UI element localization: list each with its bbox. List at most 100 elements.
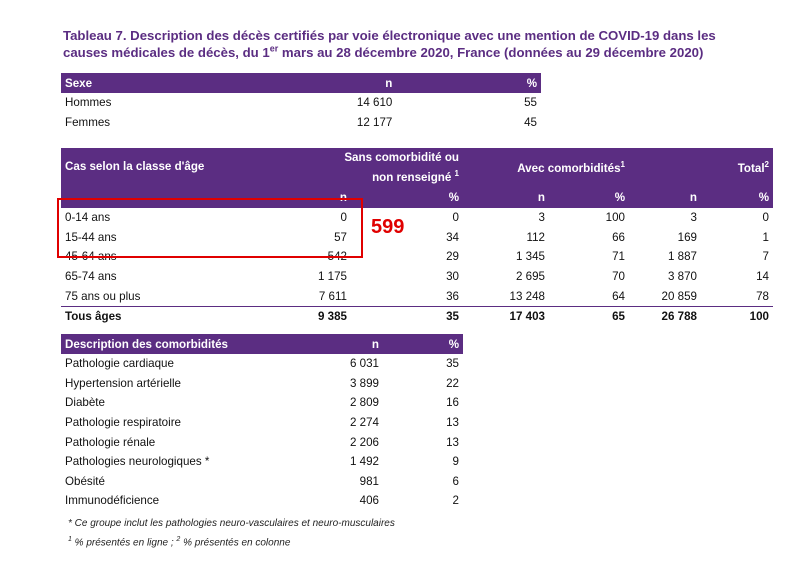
row-n: 12 177 bbox=[356, 115, 393, 129]
age-header-row: Cas selon la classe d'âge Sans comorbidi… bbox=[61, 148, 773, 188]
age-header-sans-comorbidite: Sans comorbidité ou non renseigné 1 bbox=[251, 148, 463, 188]
row-pct: 2 bbox=[452, 494, 459, 508]
row-cell: 34 bbox=[446, 230, 459, 244]
table-row: 65-74 ans 1 175 30 2 695 70 3 870 14 bbox=[61, 267, 773, 287]
row-label: Obésité bbox=[65, 474, 105, 488]
row-label: Pathologie cardiaque bbox=[65, 357, 174, 371]
row-cell: 9 385 bbox=[317, 310, 347, 324]
row-label: 65-74 ans bbox=[65, 269, 117, 283]
row-cell: 3 bbox=[690, 211, 697, 225]
row-pct: 9 bbox=[452, 455, 459, 469]
row-label: 15-44 ans bbox=[65, 230, 117, 244]
row-n: 981 bbox=[359, 474, 379, 488]
row-label: Pathologie respiratoire bbox=[65, 416, 182, 430]
subheader-n: n bbox=[463, 187, 549, 208]
row-n: 2 809 bbox=[349, 396, 379, 410]
subheader-pct: % bbox=[549, 187, 629, 208]
table-row: 0-14 ans 0 0 3 100 3 0 bbox=[61, 208, 773, 228]
row-n: 1 492 bbox=[349, 455, 379, 469]
sexe-table: Sexe n % Hommes 14 610 55 Femmes 12 177 … bbox=[61, 73, 541, 132]
table-row: Pathologies neurologiques * 1 492 9 bbox=[61, 452, 463, 472]
row-n: 14 610 bbox=[356, 96, 393, 110]
row-cell: 71 bbox=[612, 250, 625, 264]
age-subheader-row: n % n % n % bbox=[61, 187, 773, 208]
row-cell: 13 248 bbox=[463, 286, 549, 307]
row-n: 3 899 bbox=[349, 376, 379, 390]
row-cell: 2 695 bbox=[515, 269, 545, 283]
table-row: Diabète 2 809 16 bbox=[61, 393, 463, 413]
row-pct: 35 bbox=[446, 357, 459, 371]
row-label: Pathologie rénale bbox=[65, 435, 156, 449]
row-label: Diabète bbox=[65, 396, 105, 410]
comorbidites-header-pct: % bbox=[383, 334, 463, 354]
row-cell: 35 bbox=[446, 310, 459, 324]
row-n: 6 031 bbox=[349, 357, 379, 371]
comorbidites-header-n: n bbox=[251, 334, 383, 354]
row-cell: 14 bbox=[756, 269, 769, 283]
row-cell: 78 bbox=[701, 286, 773, 307]
row-cell: 29 bbox=[446, 250, 459, 264]
row-label: Hypertension artérielle bbox=[65, 376, 181, 390]
subheader-n: n bbox=[629, 187, 701, 208]
row-cell: 100 bbox=[749, 310, 769, 324]
age-header-avec-comorbidites: Avec comorbidités1 bbox=[463, 148, 629, 188]
row-cell: 64 bbox=[549, 286, 629, 307]
row-cell: 100 bbox=[605, 211, 625, 225]
sexe-header-row: Sexe n % bbox=[61, 73, 541, 93]
table-title: Tableau 7. Description des décès certifi… bbox=[63, 28, 716, 60]
row-label: Pathologies neurologiques * bbox=[65, 455, 210, 469]
row-cell: 70 bbox=[612, 269, 625, 283]
table-row: 15-44 ans 57 34 112 66 169 1 bbox=[61, 227, 773, 247]
table-row: Pathologie respiratoire 2 274 13 bbox=[61, 413, 463, 433]
row-cell: 36 bbox=[351, 286, 463, 307]
row-n: 2 274 bbox=[349, 416, 379, 430]
table-row: Femmes 12 177 45 bbox=[61, 113, 541, 133]
row-pct: 6 bbox=[452, 474, 459, 488]
table-row: Tous âges 9 385 35 17 403 65 26 788 100 bbox=[61, 306, 773, 326]
row-pct: 55 bbox=[524, 96, 537, 110]
row-pct: 45 bbox=[524, 115, 537, 129]
row-cell: 66 bbox=[612, 230, 625, 244]
comorbidites-header-label: Description des comorbidités bbox=[61, 334, 251, 354]
row-cell: 0 bbox=[452, 211, 459, 225]
row-n: 2 206 bbox=[349, 435, 379, 449]
row-cell: 30 bbox=[446, 269, 459, 283]
age-table: Cas selon la classe d'âge Sans comorbidi… bbox=[61, 148, 773, 326]
row-cell: 1 887 bbox=[667, 250, 697, 264]
footnote-2: 1 % présentés en ligne ; 2 % présentés e… bbox=[68, 536, 291, 549]
subheader-pct: % bbox=[351, 187, 463, 208]
subheader-n: n bbox=[251, 187, 351, 208]
row-cell: 112 bbox=[526, 230, 545, 244]
row-cell: 3 bbox=[538, 211, 545, 225]
table-row: Obésité 981 6 bbox=[61, 472, 463, 492]
row-cell: 7 bbox=[762, 250, 769, 264]
row-pct: 13 bbox=[446, 435, 459, 449]
age-table-body: 0-14 ans 0 0 3 100 3 0 15-44 ans 57 34 112 66 169 1 45… bbox=[61, 208, 773, 327]
comorbidites-table-body: Pathologie cardiaque 6 031 35 Hypertension … bbox=[61, 354, 463, 511]
comorbidites-header-row: Description des comorbidités n % bbox=[61, 334, 463, 354]
row-cell: 1 345 bbox=[515, 250, 545, 264]
row-pct: 22 bbox=[446, 376, 459, 390]
row-cell: 169 bbox=[677, 230, 697, 244]
row-cell: 26 788 bbox=[661, 310, 697, 324]
sexe-header-n: n bbox=[257, 73, 397, 93]
row-cell: 3 870 bbox=[667, 269, 697, 283]
row-cell: 65 bbox=[612, 310, 625, 324]
footnote-1: * Ce groupe inclut les pathologies neuro… bbox=[68, 518, 395, 529]
age-header-label: Cas selon la classe d'âge bbox=[61, 148, 251, 188]
row-label: Tous âges bbox=[65, 310, 122, 324]
row-cell: 1 bbox=[762, 230, 769, 244]
row-cell: 0 bbox=[340, 211, 347, 225]
table-row: Hypertension artérielle 3 899 22 bbox=[61, 374, 463, 394]
table-row: Hommes 14 610 55 bbox=[61, 93, 541, 113]
table-row: Pathologie rénale 2 206 13 bbox=[61, 432, 463, 452]
table-row: 75 ans ou plus 7 611 36 13 248 64 20 859 78 bbox=[61, 286, 773, 307]
row-cell: 7 611 bbox=[251, 286, 351, 307]
row-label: Femmes bbox=[65, 115, 111, 129]
row-cell: 17 403 bbox=[509, 310, 545, 324]
row-label: Immunodéficience bbox=[65, 494, 160, 508]
row-cell: 1 175 bbox=[317, 269, 347, 283]
sexe-header-label: Sexe bbox=[61, 73, 258, 93]
sexe-header-pct: % bbox=[396, 73, 541, 93]
row-label: 75 ans ou plus bbox=[61, 286, 251, 307]
